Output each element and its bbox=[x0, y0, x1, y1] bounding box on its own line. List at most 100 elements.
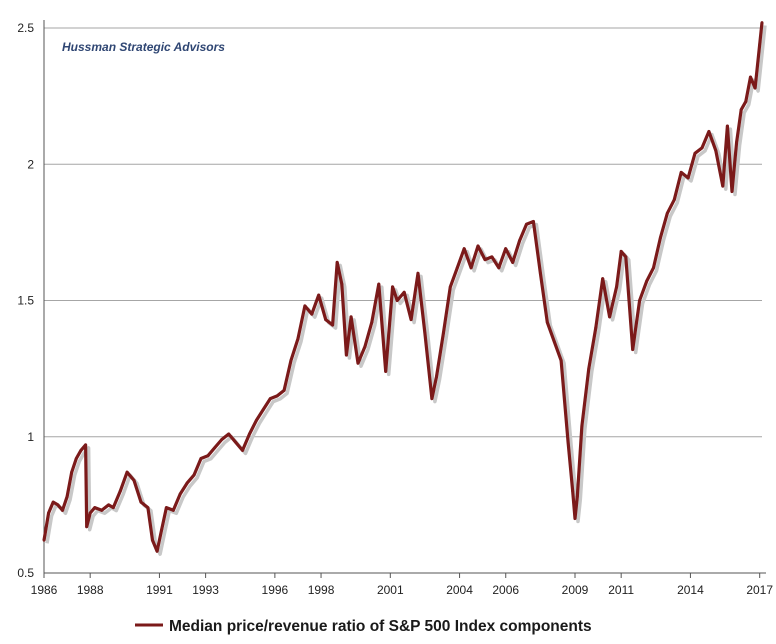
series-point bbox=[275, 394, 279, 398]
series-point bbox=[384, 369, 388, 373]
series-point bbox=[47, 511, 51, 515]
series-point bbox=[111, 506, 115, 509]
series-point bbox=[552, 339, 556, 343]
series-point bbox=[435, 375, 438, 379]
series-point bbox=[125, 470, 129, 474]
series-point bbox=[721, 184, 725, 188]
series-point bbox=[601, 277, 605, 281]
y-tick-label: 0.5 bbox=[17, 566, 34, 580]
series-point bbox=[100, 508, 104, 512]
series-point bbox=[430, 397, 434, 400]
series-point bbox=[185, 481, 189, 485]
x-tick-label: 2004 bbox=[446, 583, 473, 597]
series-point bbox=[559, 359, 563, 362]
x-tick-label: 2014 bbox=[677, 583, 704, 597]
series-point bbox=[317, 293, 321, 297]
series-point bbox=[335, 260, 339, 264]
series-point bbox=[631, 348, 635, 351]
series-point bbox=[575, 495, 579, 499]
series-point bbox=[665, 211, 669, 215]
series-point bbox=[442, 331, 445, 335]
x-tick-label: 2006 bbox=[492, 583, 519, 597]
series-point bbox=[356, 361, 360, 365]
series-point bbox=[61, 508, 64, 512]
series-point bbox=[171, 508, 175, 512]
x-tick-label: 1986 bbox=[31, 583, 58, 597]
series-point bbox=[497, 266, 501, 270]
series-point bbox=[241, 448, 244, 452]
series-point bbox=[206, 454, 210, 458]
series-point bbox=[282, 389, 286, 392]
y-tick-label: 2 bbox=[27, 157, 34, 171]
series-point bbox=[511, 260, 515, 264]
series-point bbox=[448, 285, 452, 289]
series-point bbox=[753, 86, 757, 90]
series-shadow bbox=[45, 25, 767, 556]
series-line-price-revenue bbox=[42, 22, 764, 553]
series-point bbox=[638, 299, 642, 302]
series-point bbox=[213, 446, 217, 450]
series-point bbox=[416, 271, 420, 275]
series-point bbox=[151, 538, 154, 542]
series-point bbox=[455, 266, 459, 270]
series-point bbox=[310, 312, 314, 316]
x-tick-label: 2009 bbox=[562, 583, 589, 597]
series-point bbox=[132, 478, 136, 482]
series-point bbox=[88, 511, 92, 515]
series-point bbox=[199, 457, 203, 460]
series-point bbox=[652, 266, 655, 270]
series-point bbox=[296, 337, 300, 341]
series-point bbox=[377, 282, 381, 286]
x-tick-label: 2017 bbox=[746, 583, 773, 597]
watermark-text: Hussman Strategic Advisors bbox=[62, 40, 225, 54]
series-point bbox=[573, 517, 577, 520]
x-tick-label: 1991 bbox=[146, 583, 173, 597]
series-point bbox=[56, 503, 60, 507]
tick-labels: 0.5 1 1.5 2 2.5 1986 1988 1991 1993 1996 1998 2001 2… bbox=[17, 21, 773, 597]
x-tick-label: 1996 bbox=[262, 583, 289, 597]
series-point bbox=[146, 506, 150, 509]
series-point bbox=[391, 285, 395, 289]
series-point bbox=[504, 247, 508, 251]
series-point bbox=[730, 190, 734, 193]
series-point bbox=[760, 21, 764, 24]
series-point bbox=[545, 320, 549, 324]
series-point bbox=[693, 151, 697, 155]
series-point bbox=[42, 538, 46, 542]
series-point bbox=[345, 353, 348, 357]
x-tick-label: 2001 bbox=[377, 583, 404, 597]
series-point bbox=[714, 149, 718, 153]
series-point bbox=[340, 282, 344, 286]
series-point bbox=[85, 525, 89, 529]
series-point bbox=[469, 266, 473, 270]
series-point bbox=[254, 419, 258, 422]
series-point bbox=[608, 315, 612, 319]
series-point bbox=[107, 503, 111, 507]
series-point bbox=[483, 258, 487, 262]
series-point bbox=[164, 506, 168, 509]
series-point bbox=[571, 489, 575, 493]
series-point bbox=[74, 457, 78, 460]
x-tick-label: 1993 bbox=[192, 583, 219, 597]
series-point bbox=[735, 141, 739, 144]
series-point bbox=[744, 100, 748, 103]
series-point bbox=[248, 432, 251, 436]
series-layer bbox=[42, 21, 767, 556]
series-point bbox=[118, 489, 122, 493]
x-tick-label: 2011 bbox=[608, 583, 634, 597]
y-tick-label: 2.5 bbox=[17, 21, 34, 35]
series-point bbox=[672, 198, 676, 202]
series-point bbox=[525, 222, 528, 226]
y-tick-label: 1 bbox=[27, 430, 34, 444]
series-point bbox=[758, 42, 762, 46]
series-point bbox=[679, 171, 683, 174]
series-point bbox=[303, 304, 307, 308]
series-point bbox=[79, 448, 83, 452]
series-point bbox=[93, 506, 97, 509]
series-point bbox=[476, 244, 480, 248]
series-point bbox=[594, 326, 598, 330]
legend-label: Median price/revenue ratio of S&P 500 In… bbox=[169, 618, 592, 635]
legend: Median price/revenue ratio of S&P 500 In… bbox=[135, 618, 592, 635]
